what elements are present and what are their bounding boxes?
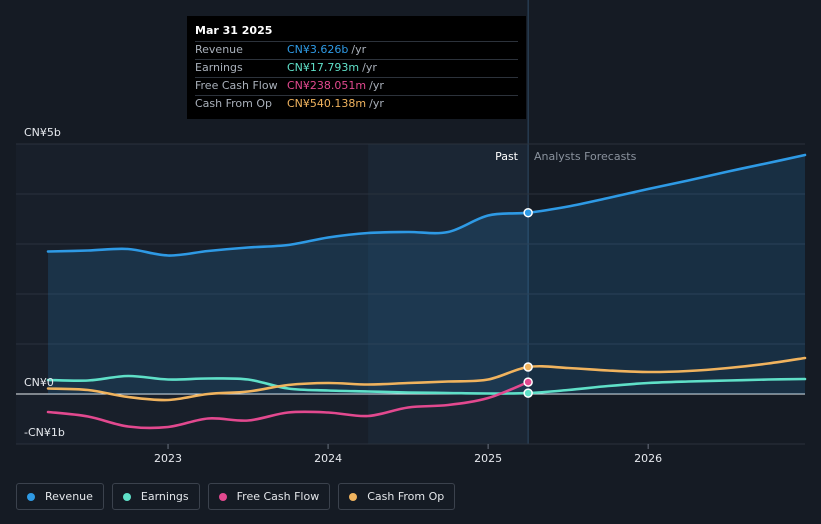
forecast-label: Analysts Forecasts <box>534 150 637 163</box>
legend-item-revenue[interactable]: Revenue <box>16 483 104 510</box>
x-tick-label: 2023 <box>154 452 182 465</box>
legend-item-free-cash-flow[interactable]: Free Cash Flow <box>207 483 331 510</box>
chart-gridlines <box>16 143 805 445</box>
cash-from-op-dot-icon <box>349 492 358 501</box>
tooltip-label: Earnings <box>195 61 243 74</box>
y-tick-label-top: CN¥5b <box>24 126 61 139</box>
x-tick-label: 2024 <box>314 452 342 465</box>
tooltip-row-cash-from-op: Cash From Op CN¥540.138m /yr <box>195 95 518 113</box>
tooltip-value: CN¥238.051m <box>287 79 367 92</box>
revenue-dot-icon <box>27 492 35 501</box>
legend-label: Revenue <box>45 490 93 503</box>
tooltip-value: CN¥3.626b <box>287 43 349 56</box>
free-cash-flow-dot-icon <box>218 492 227 501</box>
chart-areas <box>48 155 805 394</box>
cash-from-op-marker <box>523 362 533 372</box>
tooltip-label: Free Cash Flow <box>195 79 278 92</box>
legend-label: Earnings <box>140 490 189 503</box>
x-axis-ticks: 2023 2024 2025 2026 <box>154 444 662 465</box>
x-tick-label: 2025 <box>474 452 502 465</box>
tooltip-date: Mar 31 2025 <box>195 24 273 37</box>
y-tick-label-zero: CN¥0 <box>24 376 54 389</box>
revenue-line <box>46 153 807 257</box>
tooltip-unit: /yr <box>362 61 377 74</box>
tooltip-value: CN¥540.138m <box>287 97 367 110</box>
earnings-dot-icon <box>122 492 131 501</box>
legend-label: Cash From Op <box>367 490 445 503</box>
data-tooltip: Mar 31 2025 Revenue CN¥3.626b /yr Earnin… <box>187 16 526 119</box>
chart-markers <box>523 207 533 398</box>
chart-lines <box>46 153 807 430</box>
tooltip-unit: /yr <box>369 79 384 92</box>
legend-item-cash-from-op[interactable]: Cash From Op <box>338 483 456 510</box>
tooltip-row-earnings: Earnings CN¥17.793m /yr <box>195 59 518 77</box>
tooltip-row-free-cash-flow: Free Cash Flow CN¥238.051m /yr <box>195 77 518 95</box>
chart-legend: Revenue Earnings Free Cash Flow Cash Fro… <box>16 483 456 510</box>
tooltip-label: Cash From Op <box>195 97 273 110</box>
legend-item-earnings[interactable]: Earnings <box>111 483 200 510</box>
tooltip-unit: /yr <box>369 97 384 110</box>
earnings-line <box>46 374 807 395</box>
free-cash-flow-line <box>46 380 530 430</box>
chart-labels: CN¥5b CN¥0 -CN¥1b Past Analysts Forecast… <box>24 126 637 439</box>
legend-label: Free Cash Flow <box>236 490 320 503</box>
y-tick-label-bottom: -CN¥1b <box>24 426 65 439</box>
tooltip-value: CN¥17.793m <box>287 61 360 74</box>
revenue-area <box>48 155 805 394</box>
cash-from-op-line <box>46 356 807 402</box>
tooltip-row-revenue: Revenue CN¥3.626b /yr <box>195 41 518 59</box>
x-tick-label: 2026 <box>634 452 662 465</box>
tooltip-label: Revenue <box>195 43 243 56</box>
earnings-marker <box>523 388 533 398</box>
free-cash-flow-marker <box>523 377 533 387</box>
past-label: Past <box>495 150 519 163</box>
tooltip-unit: /yr <box>351 43 367 56</box>
revenue-marker <box>523 207 533 218</box>
